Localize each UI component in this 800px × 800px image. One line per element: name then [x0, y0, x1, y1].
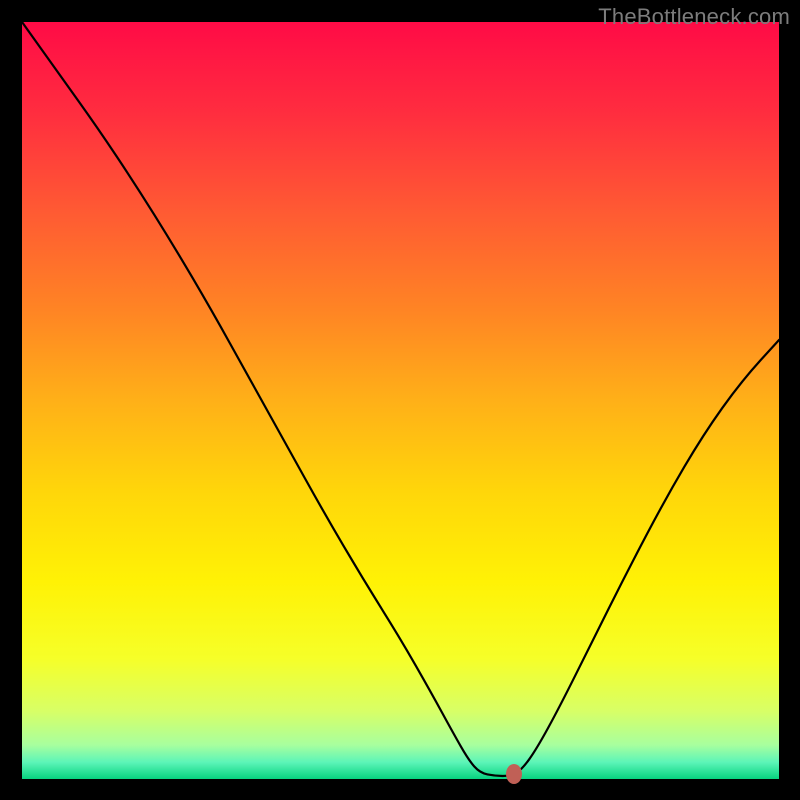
plot-area [22, 22, 779, 779]
bottleneck-marker [506, 764, 522, 784]
watermark-text: TheBottleneck.com [598, 4, 790, 30]
plot-svg [22, 22, 779, 779]
plot-background [22, 22, 779, 779]
chart-stage: TheBottleneck.com [0, 0, 800, 800]
